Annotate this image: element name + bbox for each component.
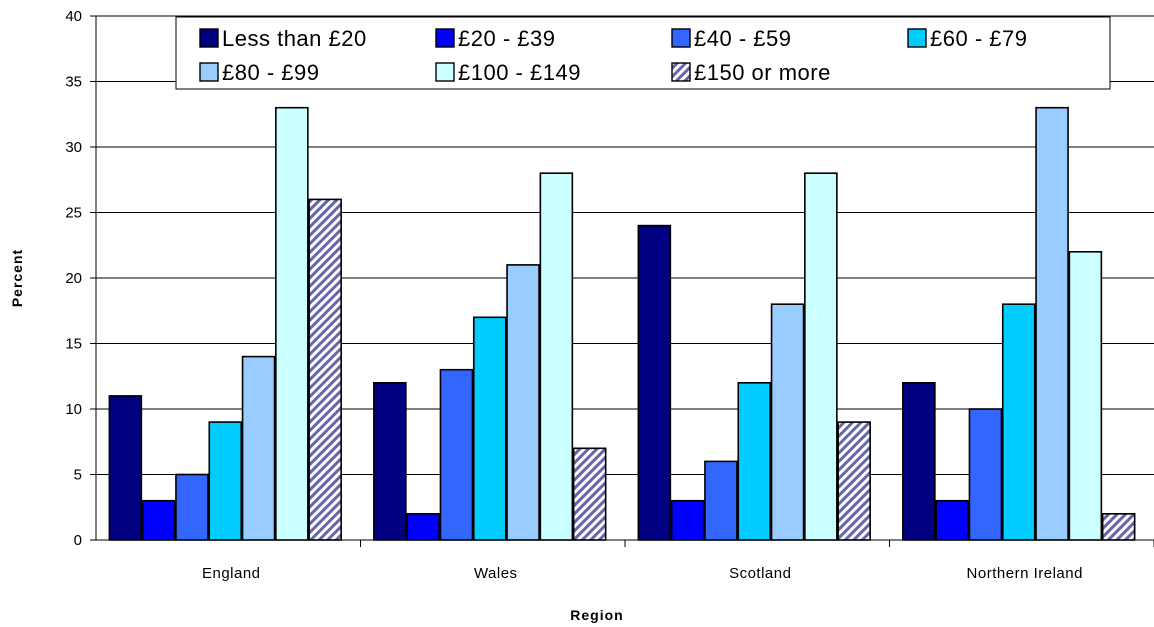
legend-swatch [435, 62, 455, 82]
y-tick-label: 5 [74, 467, 82, 484]
bar [704, 460, 738, 541]
legend-label: Less than £20 [222, 26, 367, 51]
y-tick-label: 10 [65, 401, 82, 418]
bar [770, 303, 805, 541]
bar [208, 421, 243, 541]
legend: Less than £20 £20 - £39 £40 - £59 £60 - £79… [175, 16, 1111, 90]
bar [506, 264, 540, 541]
bar [439, 368, 474, 541]
bar [472, 316, 507, 541]
bar [1068, 251, 1103, 541]
x-axis-title: Region [570, 607, 623, 623]
bar [670, 499, 705, 541]
x-category-label: Wales [474, 565, 518, 582]
x-category-label: Northern Ireland [967, 565, 1083, 582]
legend-swatch [671, 28, 691, 48]
legend-label: £150 or more [694, 60, 831, 85]
legend-label: £100 - £149 [458, 60, 581, 85]
legend-label: £40 - £59 [694, 26, 791, 51]
bar [373, 381, 407, 541]
bar [1001, 303, 1036, 541]
bar [837, 421, 871, 541]
legend-label: £20 - £39 [458, 26, 555, 51]
y-tick-label: 30 [65, 139, 82, 156]
y-axis-title: Percent [9, 249, 25, 307]
legend-label: £60 - £79 [930, 26, 1027, 51]
bar [1101, 512, 1136, 541]
y-tick-label: 25 [65, 205, 82, 222]
y-tick-label: 0 [74, 532, 82, 549]
legend-swatch [907, 28, 927, 48]
y-tick-label: 20 [65, 270, 82, 287]
legend-box [175, 16, 1111, 90]
bar [275, 106, 309, 541]
y-tick-label: 15 [65, 336, 82, 353]
bar [108, 395, 143, 541]
bar [737, 381, 772, 541]
bar [406, 512, 440, 541]
bar [241, 355, 276, 541]
x-category-label: Scotland [729, 565, 791, 582]
bar [902, 381, 936, 541]
bar [308, 198, 342, 541]
bar [141, 499, 176, 541]
bar [804, 172, 838, 541]
legend-swatch [435, 28, 455, 48]
bar [968, 408, 1003, 541]
legend-label: £80 - £99 [222, 60, 319, 85]
legend-swatch [671, 62, 691, 82]
y-tick-label: 40 [65, 8, 82, 25]
bar [935, 499, 969, 541]
legend-swatch [199, 28, 219, 48]
bar [1035, 106, 1069, 541]
x-category-label: England [202, 565, 261, 582]
bar [572, 447, 607, 541]
y-tick-label: 35 [65, 74, 82, 91]
bar [637, 224, 672, 541]
bar [175, 473, 209, 541]
legend-swatch [199, 62, 219, 82]
bar [539, 172, 574, 541]
